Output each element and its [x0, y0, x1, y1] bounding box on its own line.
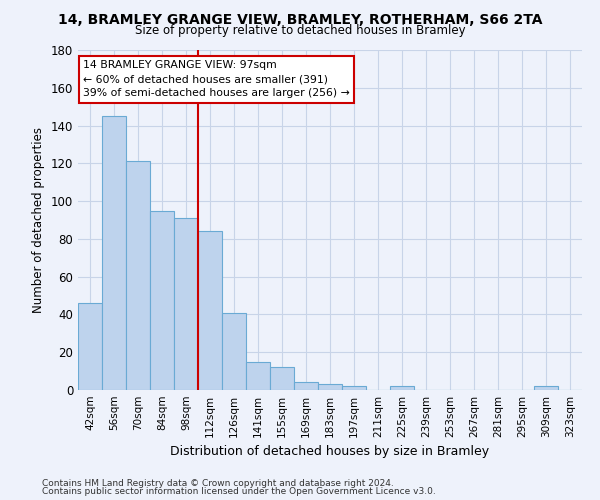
Bar [318, 384, 342, 390]
Text: Contains public sector information licensed under the Open Government Licence v3: Contains public sector information licen… [42, 487, 436, 496]
Text: 14 BRAMLEY GRANGE VIEW: 97sqm
← 60% of detached houses are smaller (391)
39% of : 14 BRAMLEY GRANGE VIEW: 97sqm ← 60% of d… [83, 60, 350, 98]
Bar [174, 218, 198, 390]
X-axis label: Distribution of detached houses by size in Bramley: Distribution of detached houses by size … [170, 446, 490, 458]
Bar [150, 210, 174, 390]
Bar [198, 232, 222, 390]
Text: Contains HM Land Registry data © Crown copyright and database right 2024.: Contains HM Land Registry data © Crown c… [42, 479, 394, 488]
Text: Size of property relative to detached houses in Bramley: Size of property relative to detached ho… [134, 24, 466, 37]
Bar [534, 386, 558, 390]
Bar [78, 303, 102, 390]
Bar [294, 382, 318, 390]
Bar [246, 362, 270, 390]
Bar [126, 162, 150, 390]
Bar [390, 386, 414, 390]
Bar [222, 312, 246, 390]
Bar [342, 386, 366, 390]
Bar [102, 116, 126, 390]
Text: 14, BRAMLEY GRANGE VIEW, BRAMLEY, ROTHERHAM, S66 2TA: 14, BRAMLEY GRANGE VIEW, BRAMLEY, ROTHER… [58, 12, 542, 26]
Y-axis label: Number of detached properties: Number of detached properties [32, 127, 45, 313]
Bar [270, 368, 294, 390]
